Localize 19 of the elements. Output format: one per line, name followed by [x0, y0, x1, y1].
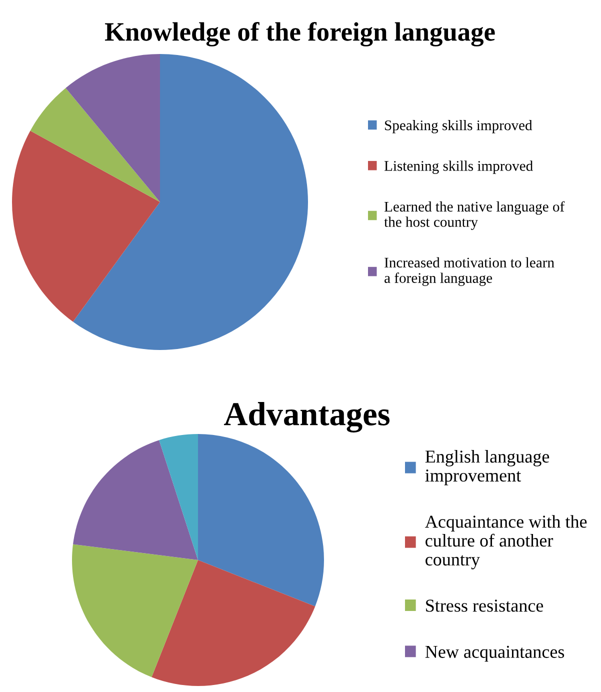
pie-slice	[12, 130, 160, 322]
pie-slice	[159, 434, 198, 560]
pie-slice	[72, 544, 198, 678]
legend-label: Listening skills improved	[384, 160, 533, 174]
pie-slice	[198, 434, 324, 606]
legend-label: Speaking skills improved	[385, 120, 532, 134]
legend-label: Acquaintance with the culture of another country	[425, 515, 587, 570]
chart-title: Advantages	[224, 402, 390, 432]
legend-label: Increased motivation to learn a foreign language	[384, 257, 554, 286]
pie-slice	[152, 560, 316, 686]
chart-title: Knowledge of the foreign language	[104, 22, 495, 46]
pie-slice	[73, 54, 308, 350]
legend-label: Stress resistance	[426, 600, 544, 612]
legend-label: Learned the native language of the host country	[384, 201, 565, 230]
pie-slice	[30, 88, 160, 202]
legend-label: New acquaintances	[425, 646, 564, 662]
legend-label: English language improvement	[425, 450, 550, 486]
pie-slice	[72, 440, 198, 560]
pie-slice	[66, 54, 160, 202]
